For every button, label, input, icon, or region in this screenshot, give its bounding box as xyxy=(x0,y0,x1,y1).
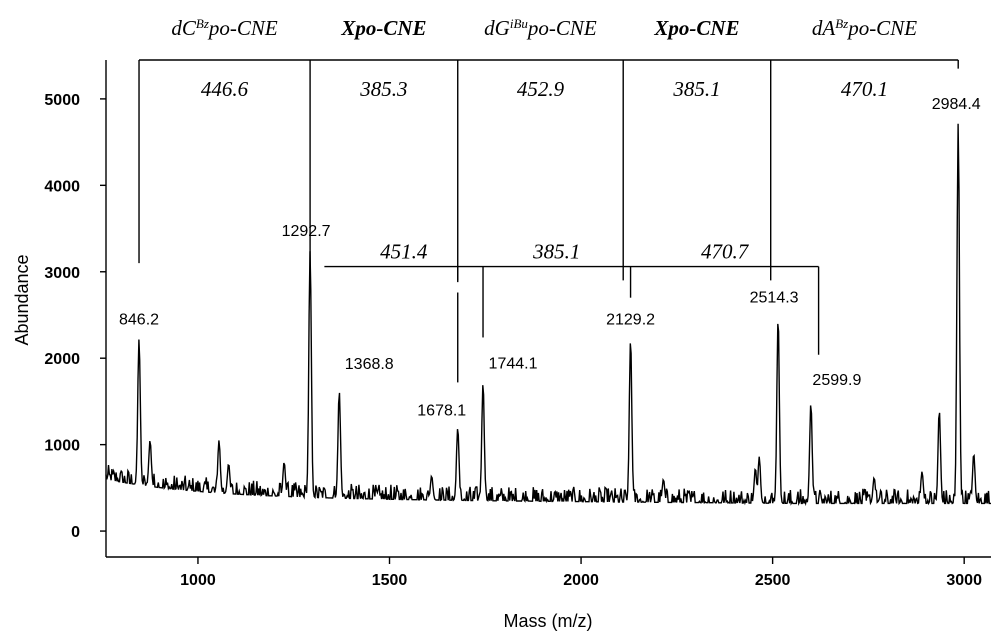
y-tick-label: 5000 xyxy=(44,92,80,109)
y-axis-title: Abundance xyxy=(12,254,32,345)
peak-label: 2129.2 xyxy=(606,311,655,328)
spectrum-line xyxy=(105,123,991,507)
upper-mass-difference: 385.3 xyxy=(359,77,407,101)
y-tick-label: 0 xyxy=(71,524,80,541)
annotations: 846.2 1292.7 1368.8 1678.1 1744.1 2129.2 2514.… xyxy=(119,16,981,420)
lower-mass-difference: 470.7 xyxy=(701,240,750,264)
y-tick-label: 2000 xyxy=(44,351,80,368)
residue-label: dCBzpo-CNE xyxy=(171,16,278,41)
x-tick-label: 1500 xyxy=(372,572,408,589)
upper-mass-difference: 470.1 xyxy=(841,77,888,101)
y-tick-label: 4000 xyxy=(44,178,80,195)
peak-label: 1292.7 xyxy=(282,223,331,240)
x-tick-label: 2000 xyxy=(563,572,599,589)
peak-label: 1744.1 xyxy=(489,355,538,372)
peak-label: 1368.8 xyxy=(345,356,394,373)
peak-label: 2514.3 xyxy=(750,290,799,307)
y-tick-label: 1000 xyxy=(44,438,80,455)
upper-mass-difference: 452.9 xyxy=(517,77,565,101)
lower-mass-difference: 385.1 xyxy=(532,240,580,264)
residue-label: Xpo-CNE xyxy=(653,16,739,40)
upper-mass-difference: 446.6 xyxy=(201,77,249,101)
peak-label: 2984.4 xyxy=(932,96,981,113)
axes: 0 1000 2000 3000 4000 5000 1000 1500 2000 2500 300… xyxy=(44,60,991,589)
x-axis-title: Mass (m/z) xyxy=(504,611,593,631)
peak-label: 846.2 xyxy=(119,311,159,328)
peak-label: 1678.1 xyxy=(417,402,466,419)
residue-label: dABzpo-CNE xyxy=(812,16,917,41)
lower-mass-difference: 451.4 xyxy=(380,240,428,264)
x-tick-label: 2500 xyxy=(755,572,791,589)
upper-mass-difference: 385.1 xyxy=(672,77,720,101)
residue-label: Xpo-CNE xyxy=(340,16,426,40)
residue-label: dGiBupo-CNE xyxy=(484,16,597,41)
x-tick-label: 1000 xyxy=(180,572,216,589)
x-tick-label: 3000 xyxy=(946,572,982,589)
spectrum-trace xyxy=(105,123,991,507)
peak-label: 2599.9 xyxy=(812,372,861,389)
y-tick-label: 3000 xyxy=(44,265,80,282)
